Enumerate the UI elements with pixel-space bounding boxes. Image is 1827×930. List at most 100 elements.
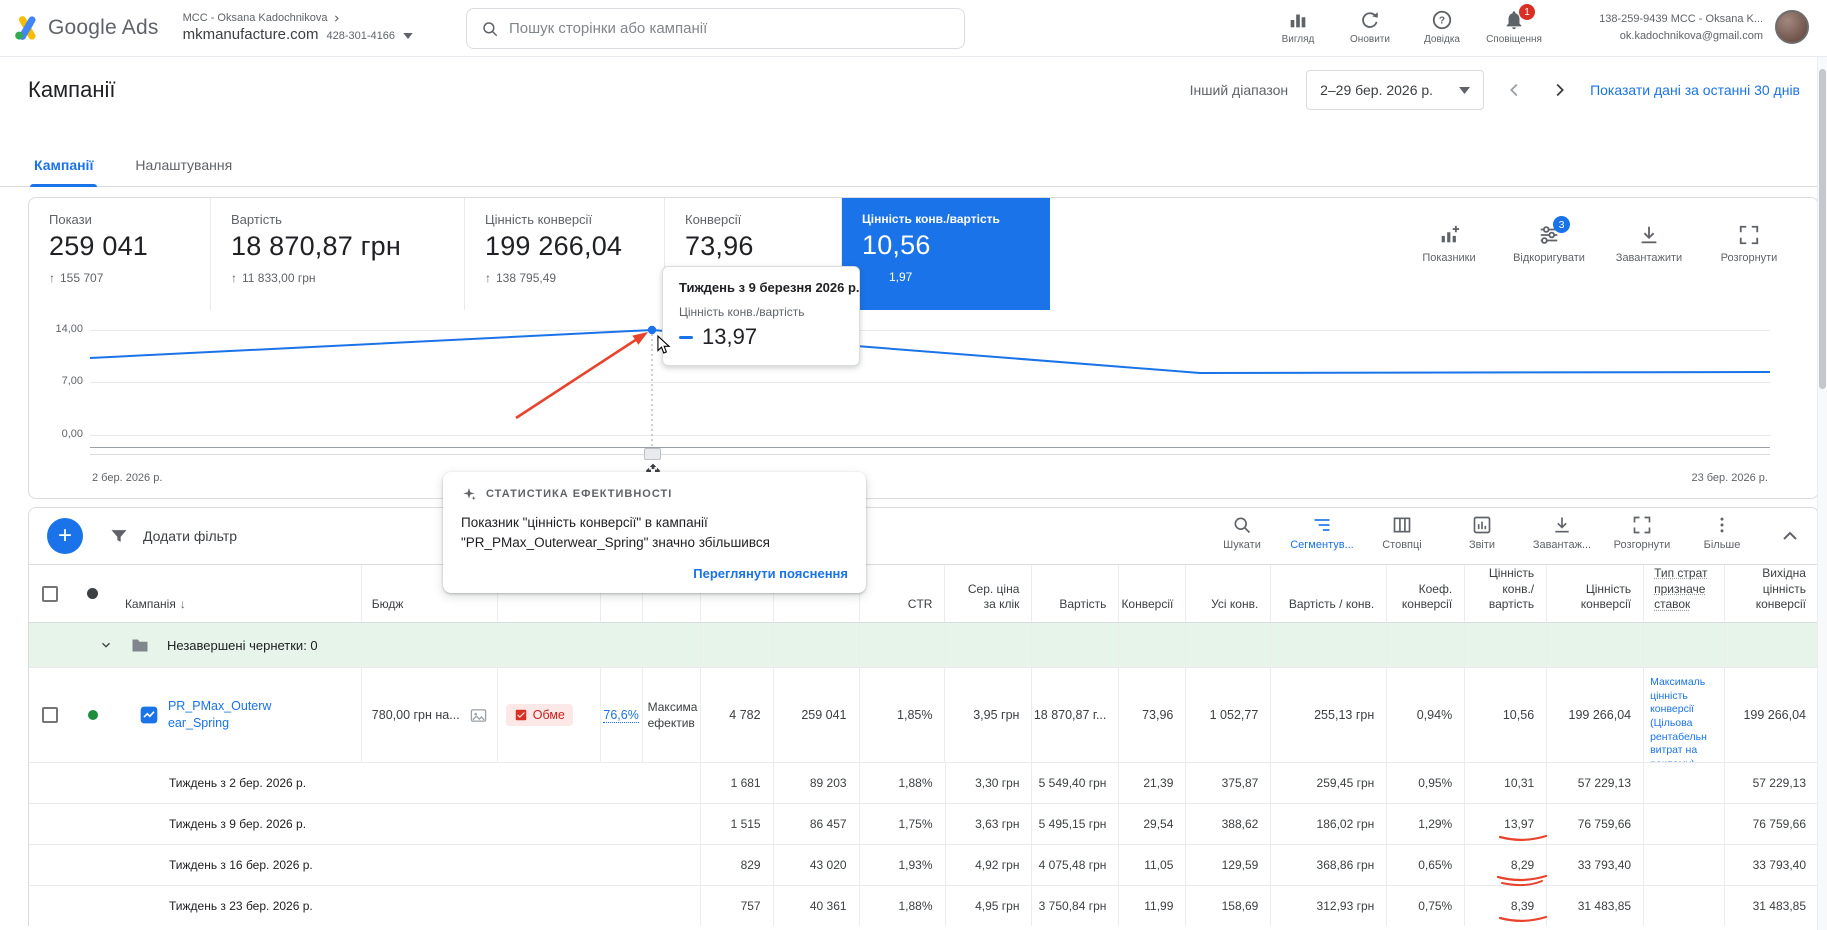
columns-button[interactable]: Стовпці — [1362, 515, 1442, 551]
campaign-name-link[interactable]: PR_PMax_Outerwear_Spring — [167, 699, 272, 730]
column-header-hidden[interactable] — [772, 565, 859, 622]
conv-value-per-cost-cell: 13,97 — [1464, 804, 1546, 844]
nav-item-notifications[interactable]: 1 Сповіщення — [1478, 4, 1550, 45]
vertical-scrollbar[interactable] — [1817, 57, 1827, 930]
column-header-budget[interactable]: Бюдж — [360, 565, 497, 622]
select-all-cell — [29, 565, 71, 622]
view-explanation-link[interactable]: Переглянути пояснення — [693, 565, 848, 581]
tooltip-value: 13,97 — [702, 324, 758, 349]
adjust-button[interactable]: 3 Відкоригувати — [1510, 216, 1588, 264]
select-all-checkbox[interactable] — [41, 585, 58, 602]
opt-score-link[interactable]: 76,6% — [603, 707, 639, 723]
tool-label: Шукати — [1223, 539, 1261, 551]
column-header-out-conv-value[interactable]: Вихідна цінність конверсії — [1724, 565, 1818, 622]
impressions-cell: 43 020 — [772, 845, 859, 885]
show-last-30-days-link[interactable]: Показати дані за останні 30 днів — [1590, 82, 1800, 98]
conversions-cell: 73,96 — [1118, 668, 1185, 762]
page-title: Кампанії — [28, 77, 116, 102]
avatar[interactable] — [1775, 10, 1809, 44]
column-header-cost-per-conv[interactable]: Вартість / конв. — [1270, 565, 1386, 622]
metrics-button[interactable]: Показники — [1410, 224, 1488, 264]
impressions-cell: 40 361 — [772, 886, 859, 926]
campaign-status-cell[interactable] — [71, 668, 115, 762]
search-input[interactable] — [509, 20, 950, 37]
column-header-conv-rate[interactable]: Коеф. конверсії — [1386, 565, 1464, 622]
budget-cell[interactable]: 780,00 грн на... — [360, 668, 497, 762]
scorecard-impressions[interactable]: Покази 259 041 ↑ 155 707 — [29, 198, 211, 310]
column-header-all-conv[interactable]: Усі конв. — [1185, 565, 1270, 622]
nav-item-help[interactable]: ? Довідка — [1406, 5, 1478, 45]
scorecard-conversions[interactable]: Конверсії 73,96 — [665, 198, 842, 310]
column-header-campaign[interactable]: Кампанія ↓ — [124, 597, 186, 612]
download-button[interactable]: Завантажити — [1610, 224, 1688, 264]
tab-settings[interactable]: Налаштування — [135, 157, 233, 173]
date-next-button[interactable] — [1546, 77, 1572, 103]
bid-strategy-type-cell[interactable]: Максималь цінність конверсії (Цільова ре… — [1643, 668, 1724, 762]
scorecard-conv-value[interactable]: Цінність конверсії 199 266,04 ↑ 138 795,4… — [465, 198, 665, 310]
other-range-button[interactable]: Інший діапазон — [1189, 82, 1289, 98]
add-campaign-button[interactable]: + — [47, 518, 83, 554]
week-segment-row: Тиждень з 16 бер. 2026 р. 829 43 020 1,9… — [29, 844, 1818, 885]
more-button[interactable]: Більше — [1682, 515, 1762, 551]
date-prev-button[interactable] — [1502, 77, 1528, 103]
column-header-avg-cpc[interactable]: Сер. ціна за клік — [944, 565, 1031, 622]
add-filter-button[interactable]: Додати фільтр — [143, 528, 238, 544]
drafts-group-label: Незавершені чернетки: 0 — [167, 637, 318, 653]
column-header-hidden[interactable] — [641, 565, 700, 622]
reports-button[interactable]: Звіти — [1442, 515, 1522, 551]
date-range-picker[interactable]: 2–29 бер. 2026 р. — [1306, 70, 1485, 110]
x-axis-start-label: 2 бер. 2026 р. — [92, 472, 163, 484]
scorecard-conv-value-per-cost[interactable]: Цінність конв./вартість 10,56 1,97 — [842, 198, 1050, 310]
nav-item-appearance[interactable]: Вигляд — [1262, 5, 1334, 45]
column-header-ctr[interactable]: CTR — [858, 565, 945, 622]
bid-strategy-cell: Максима ефектив — [641, 668, 700, 762]
cost-cell: 18 870,87 г... — [1031, 668, 1118, 762]
tab-campaigns[interactable]: Кампанії — [30, 157, 98, 187]
page-tabs: Кампанії Налаштування — [0, 123, 1827, 187]
account-switcher[interactable]: MCC - Oksana Kadochnikova mkmanufacture.… — [183, 11, 413, 45]
conv-rate-cell: 0,95% — [1386, 763, 1464, 803]
week-segment-row: Тиждень з 2 бер. 2026 р. 1 681 89 203 1,… — [29, 762, 1818, 803]
scorecard-label: Цінність конверсії — [485, 212, 593, 227]
filter-button[interactable] — [109, 526, 129, 546]
expand-button[interactable]: Розгорнути — [1710, 224, 1788, 264]
tool-label: Сегментув... — [1290, 539, 1354, 551]
scorecard-cost[interactable]: Вартість 18 870,87 грн ↑ 11 833,00 грн — [211, 198, 465, 310]
column-header-cost[interactable]: Вартість — [1031, 565, 1118, 622]
scrollbar-thumb[interactable] — [1819, 69, 1826, 389]
column-header-conv-value-per-cost[interactable]: Цінність конв./ вартість — [1464, 565, 1546, 622]
tool-label: Відкоригувати — [1513, 252, 1585, 264]
nav-item-refresh[interactable]: Оновити — [1334, 5, 1406, 45]
google-ads-logo[interactable]: Google Ads — [14, 15, 159, 41]
chart-tools: Показники 3 Відкоригувати Завантажити Ро… — [1410, 198, 1818, 310]
collapse-table-button[interactable] — [1778, 524, 1802, 548]
table-search-button[interactable]: Шукати — [1202, 515, 1282, 551]
reports-icon — [1473, 516, 1491, 534]
line-series — [89, 325, 1771, 447]
table-download-button[interactable]: Завантаж... — [1522, 515, 1602, 551]
column-header-conversions[interactable]: Конверсії — [1118, 565, 1185, 622]
column-header-bid-strategy-type[interactable]: Тип страт призначе ставок — [1643, 565, 1724, 622]
search-icon — [483, 21, 498, 36]
conv-value-per-cost-cell: 10,31 — [1464, 763, 1546, 803]
row-checkbox[interactable] — [41, 707, 58, 723]
column-header-conv-value[interactable]: Цінність конверсії — [1546, 565, 1643, 622]
chevron-down-icon[interactable] — [99, 638, 113, 652]
column-header-hidden[interactable] — [699, 565, 773, 622]
conversions-cell: 11,99 — [1118, 886, 1185, 926]
column-header-hidden[interactable] — [599, 565, 642, 622]
limited-status-chip[interactable]: Обме — [505, 704, 573, 726]
scrubber-handle[interactable] — [644, 448, 661, 460]
tool-label: Стовпці — [1382, 539, 1422, 551]
drafts-group-row[interactable]: Незавершені чернетки: 0 — [29, 623, 1818, 667]
out-conv-value-cell: 33 793,40 — [1724, 845, 1818, 885]
search-box — [466, 8, 965, 49]
avg-cpc-cell: 3,95 грн — [944, 668, 1031, 762]
status-column-header[interactable] — [71, 565, 115, 622]
column-header-hidden[interactable] — [496, 565, 600, 622]
table-expand-button[interactable]: Розгорнути — [1602, 515, 1682, 551]
scorecard-label: Конверсії — [685, 212, 742, 227]
segment-button[interactable]: Сегментув... — [1282, 515, 1362, 551]
scorecard-value: 18 870,87 грн — [231, 231, 401, 261]
tool-label: Розгорнути — [1613, 539, 1671, 551]
